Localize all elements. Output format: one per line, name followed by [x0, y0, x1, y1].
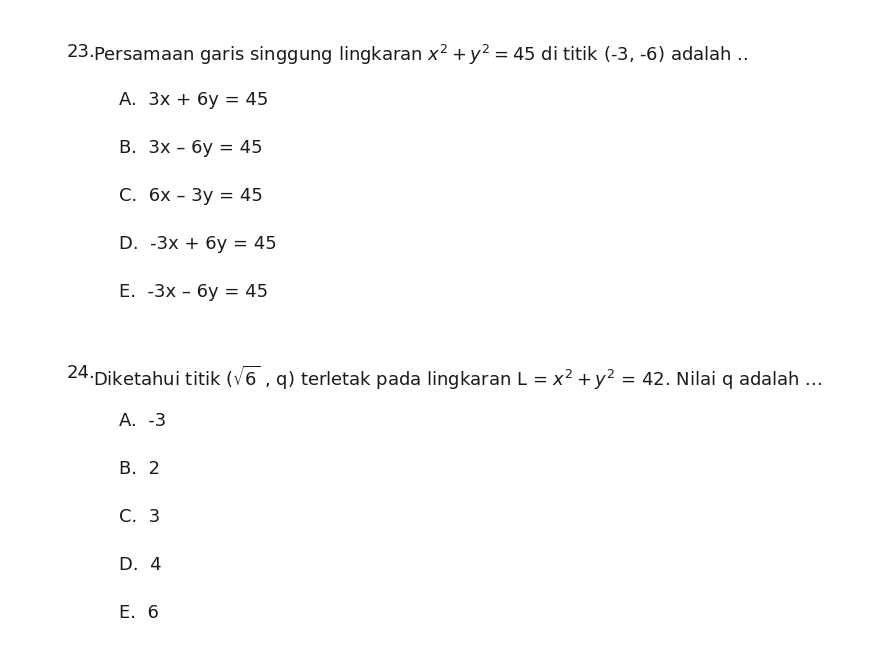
Text: D.  4: D. 4 — [119, 556, 162, 574]
Text: 23.: 23. — [66, 43, 95, 61]
Text: Diketahui titik ($\sqrt{6}$ , q) terletak pada lingkaran L = $x^2 + y^2$ = 42. N: Diketahui titik ($\sqrt{6}$ , q) terleta… — [93, 364, 822, 392]
Text: 24.: 24. — [66, 364, 95, 382]
Text: D.  -3x + 6y = 45: D. -3x + 6y = 45 — [119, 235, 277, 253]
Text: E.  -3x – 6y = 45: E. -3x – 6y = 45 — [119, 283, 269, 301]
Text: Persamaan garis singgung lingkaran $x^2 + y^2 = 45$ di titik (-3, -6) adalah ..: Persamaan garis singgung lingkaran $x^2 … — [93, 43, 748, 67]
Text: C.  3: C. 3 — [119, 508, 161, 526]
Text: A.  -3: A. -3 — [119, 412, 166, 430]
Text: C.  6x – 3y = 45: C. 6x – 3y = 45 — [119, 187, 264, 205]
Text: E.  6: E. 6 — [119, 604, 159, 622]
Text: B.  3x – 6y = 45: B. 3x – 6y = 45 — [119, 139, 263, 157]
Text: B.  2: B. 2 — [119, 460, 160, 478]
Text: A.  3x + 6y = 45: A. 3x + 6y = 45 — [119, 91, 269, 109]
